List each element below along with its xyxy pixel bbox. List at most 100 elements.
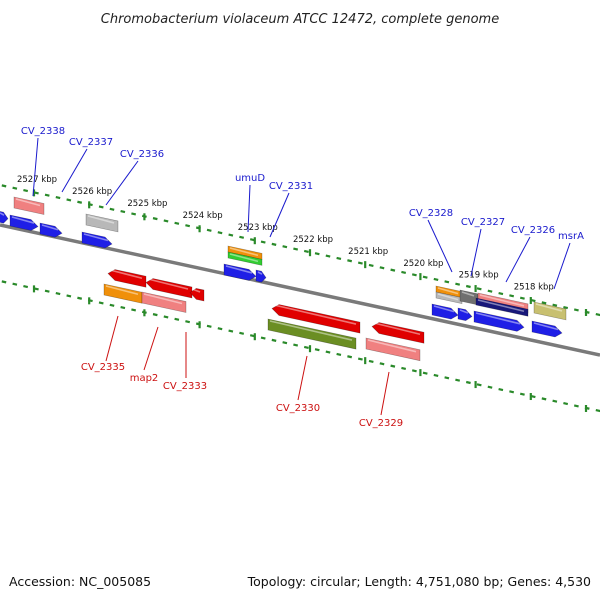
gene-body xyxy=(0,211,9,224)
track-dot xyxy=(390,268,396,272)
track-dot xyxy=(357,357,363,361)
track-dot xyxy=(293,343,299,347)
track-dot xyxy=(206,324,212,328)
gene-red xyxy=(145,278,193,299)
label-cv2330: CV_2330 xyxy=(276,403,320,414)
gene-cv2338 xyxy=(13,196,45,215)
track-dot xyxy=(228,233,234,237)
kbp-tick-label: 2524 kbp xyxy=(183,211,223,221)
kbp-tick-label: 2520 kbp xyxy=(403,259,443,269)
gene-highlight xyxy=(83,233,109,242)
track-dot xyxy=(465,380,471,385)
gene-highlight xyxy=(433,305,455,313)
gene-blue xyxy=(531,320,563,338)
track-dot xyxy=(66,198,72,202)
leader-line xyxy=(105,315,119,362)
track-dot xyxy=(433,277,439,282)
track-dot xyxy=(379,266,385,270)
gene-blue xyxy=(9,214,39,231)
track-dot xyxy=(336,256,342,260)
track-dot xyxy=(131,308,137,312)
track-dot xyxy=(282,245,288,249)
track-dot xyxy=(293,247,299,251)
track-dot xyxy=(595,313,600,317)
gene-highlight xyxy=(367,339,417,353)
track-dot xyxy=(325,254,331,258)
gene-highlight xyxy=(191,288,201,293)
gene-highlight xyxy=(143,293,183,305)
track-dot xyxy=(455,282,461,286)
track-dot xyxy=(55,195,61,200)
gene-blue xyxy=(0,211,9,224)
track-dot xyxy=(1,280,7,284)
label-cv2336: CV_2336 xyxy=(120,149,164,160)
kbp-tick-label: 2523 kbp xyxy=(238,223,278,233)
gene-blue xyxy=(81,231,113,249)
upper-tick-track xyxy=(1,184,600,317)
track-dot xyxy=(519,296,525,300)
track-dot xyxy=(185,320,191,324)
track-dot xyxy=(228,329,234,333)
track-dot xyxy=(325,350,331,354)
track-dot xyxy=(573,404,579,408)
kbp-tick-label: 2527 kbp xyxy=(17,175,57,185)
gene-body xyxy=(255,269,267,283)
track-dot xyxy=(174,221,180,225)
gene-blue xyxy=(255,269,267,283)
track-dot xyxy=(303,345,309,349)
gene-highlight xyxy=(15,198,41,207)
topology-text: Topology: circular; Length: 4,751,080 bp… xyxy=(247,574,591,589)
label-cv2335: CV_2335 xyxy=(81,362,125,373)
track-dot xyxy=(12,186,18,190)
track-dot xyxy=(444,280,450,284)
gene-map2 xyxy=(141,291,187,313)
gene-body xyxy=(531,320,563,338)
gene-highlight xyxy=(11,216,35,224)
track-dot xyxy=(509,294,515,298)
track-dot xyxy=(109,303,115,307)
leader-line xyxy=(105,160,139,206)
leader-line xyxy=(427,219,453,273)
kbp-tick-label: 2521 kbp xyxy=(348,247,388,257)
label-cv2328: CV_2328 xyxy=(409,208,453,219)
gene-cv2326b xyxy=(475,297,529,317)
gene-highlight xyxy=(87,215,115,224)
kbp-tick-label: 2525 kbp xyxy=(127,199,167,209)
track-dot xyxy=(498,291,504,296)
leader-line xyxy=(470,228,482,277)
leader-line xyxy=(380,371,390,416)
track-dot xyxy=(271,242,277,246)
gene-olive xyxy=(267,318,357,350)
gene-body xyxy=(189,288,205,302)
gene-features xyxy=(0,196,567,362)
label-cv2329: CV_2329 xyxy=(359,418,403,429)
label-cv2326: CV_2326 xyxy=(511,225,555,236)
track-dot xyxy=(260,336,266,340)
track-dot xyxy=(23,188,29,193)
gene-blue xyxy=(473,310,525,332)
leader-line xyxy=(247,184,251,233)
gene-cv2328b xyxy=(435,291,463,305)
gene-highlight xyxy=(437,293,459,301)
track-dot xyxy=(163,315,169,319)
gene-red xyxy=(107,269,147,288)
track-dot xyxy=(239,235,245,239)
gene-red xyxy=(371,322,425,344)
track-dot xyxy=(476,383,482,387)
gene-body xyxy=(141,291,187,313)
track-dot xyxy=(1,184,7,188)
track-dot xyxy=(206,228,212,232)
gene-body xyxy=(475,297,529,317)
track-dot xyxy=(552,303,558,307)
gene-body xyxy=(457,307,473,321)
gene-body xyxy=(371,322,425,344)
label-cv2338: CV_2338 xyxy=(21,126,65,137)
gene-highlight xyxy=(105,285,139,296)
track-dot xyxy=(66,294,72,298)
gene-highlight xyxy=(459,309,469,314)
gene-body xyxy=(9,214,39,231)
gene-body xyxy=(39,222,63,238)
track-dot xyxy=(120,210,126,214)
track-dot xyxy=(541,301,547,305)
